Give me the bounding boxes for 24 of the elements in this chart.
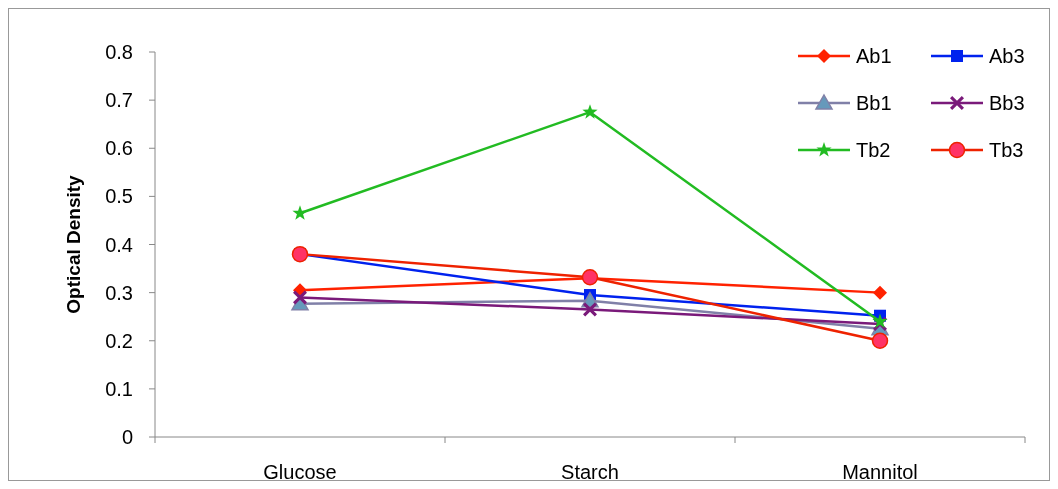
y-tick-label: 0.1 bbox=[105, 377, 133, 400]
point bbox=[292, 205, 308, 220]
legend-label: Ab3 bbox=[989, 45, 1025, 67]
y-tick-label: 0.4 bbox=[105, 233, 133, 256]
point bbox=[873, 285, 887, 300]
point bbox=[583, 302, 597, 317]
y-tick-label: 0.6 bbox=[105, 137, 133, 160]
x-tick-label: Starch bbox=[561, 461, 619, 483]
point bbox=[871, 332, 889, 349]
y-tick-label: 0.8 bbox=[105, 41, 133, 63]
legend-label: Ab1 bbox=[856, 45, 892, 67]
legend-label: Tb2 bbox=[856, 139, 891, 161]
legend-label: Bb1 bbox=[856, 92, 892, 114]
point bbox=[582, 104, 598, 119]
legend-label: Tb3 bbox=[989, 139, 1024, 161]
y-axis-title: Optical Density bbox=[63, 174, 84, 314]
y-tick-label: 0 bbox=[121, 426, 133, 448]
y-tick-label: 0.7 bbox=[105, 89, 133, 112]
y-tick-label: 0.2 bbox=[105, 329, 133, 352]
x-tick-label: Mannitol bbox=[842, 461, 918, 483]
legend-label: Bb3 bbox=[989, 92, 1025, 114]
x-tick-label: Glucose bbox=[263, 461, 337, 483]
y-tick-label: 0.5 bbox=[105, 185, 133, 208]
y-tick-label: 0.3 bbox=[105, 281, 133, 304]
